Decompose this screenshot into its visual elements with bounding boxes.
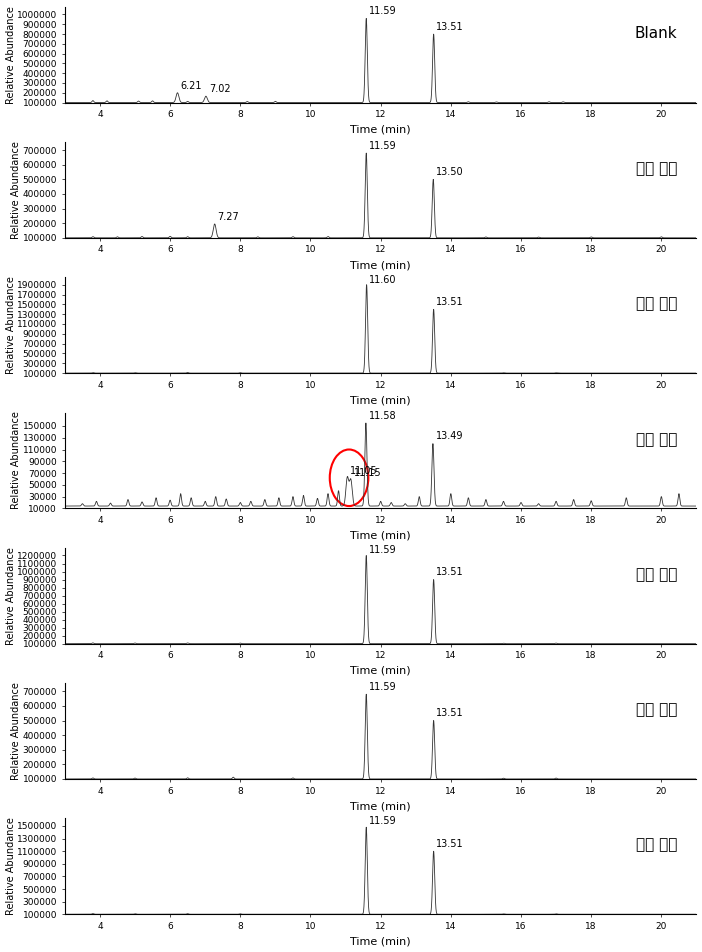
Text: 11.59: 11.59 bbox=[369, 7, 397, 16]
Text: 11.05: 11.05 bbox=[350, 466, 378, 476]
Text: 11.58: 11.58 bbox=[369, 411, 397, 421]
Text: 13.51: 13.51 bbox=[437, 567, 464, 577]
X-axis label: Time (min): Time (min) bbox=[350, 395, 411, 406]
Y-axis label: Relative Abundance: Relative Abundance bbox=[6, 818, 15, 915]
Text: 11.59: 11.59 bbox=[369, 141, 397, 150]
X-axis label: Time (min): Time (min) bbox=[350, 937, 411, 946]
Text: 문산 원수: 문산 원수 bbox=[636, 161, 677, 176]
Y-axis label: Relative Abundance: Relative Abundance bbox=[11, 141, 21, 239]
X-axis label: Time (min): Time (min) bbox=[350, 665, 411, 676]
Text: 칠서 정수: 칠서 정수 bbox=[636, 703, 677, 717]
X-axis label: Time (min): Time (min) bbox=[350, 260, 411, 270]
Y-axis label: Relative Abundance: Relative Abundance bbox=[11, 411, 21, 509]
X-axis label: Time (min): Time (min) bbox=[350, 530, 411, 541]
X-axis label: Time (min): Time (min) bbox=[350, 802, 411, 811]
Text: 화명 정수: 화명 정수 bbox=[636, 838, 677, 853]
Y-axis label: Relative Abundance: Relative Abundance bbox=[6, 276, 15, 374]
Text: 13.51: 13.51 bbox=[437, 22, 464, 31]
Text: 11.59: 11.59 bbox=[369, 682, 397, 692]
Text: 11.60: 11.60 bbox=[369, 275, 397, 285]
Text: 11.59: 11.59 bbox=[369, 816, 397, 826]
Text: 13.49: 13.49 bbox=[436, 431, 463, 442]
Text: Blank: Blank bbox=[635, 26, 677, 41]
Text: 13.51: 13.51 bbox=[437, 297, 464, 307]
Text: 13.51: 13.51 bbox=[437, 839, 464, 849]
Y-axis label: Relative Abundance: Relative Abundance bbox=[6, 546, 15, 645]
Y-axis label: Relative Abundance: Relative Abundance bbox=[6, 6, 15, 104]
Text: 6.21: 6.21 bbox=[180, 81, 201, 90]
X-axis label: Time (min): Time (min) bbox=[350, 125, 411, 135]
Text: 11.59: 11.59 bbox=[369, 545, 397, 556]
Text: 7.02: 7.02 bbox=[208, 84, 230, 94]
Text: 13.50: 13.50 bbox=[436, 168, 464, 177]
Text: 문산 정수: 문산 정수 bbox=[636, 567, 677, 582]
Text: 13.51: 13.51 bbox=[437, 708, 464, 719]
Text: 칠서 원수: 칠서 원수 bbox=[636, 296, 677, 311]
Y-axis label: Relative Abundance: Relative Abundance bbox=[11, 682, 21, 780]
Text: 11.15: 11.15 bbox=[354, 468, 381, 478]
Text: 물금 원수: 물금 원수 bbox=[636, 431, 677, 446]
Text: 7.27: 7.27 bbox=[218, 211, 239, 222]
